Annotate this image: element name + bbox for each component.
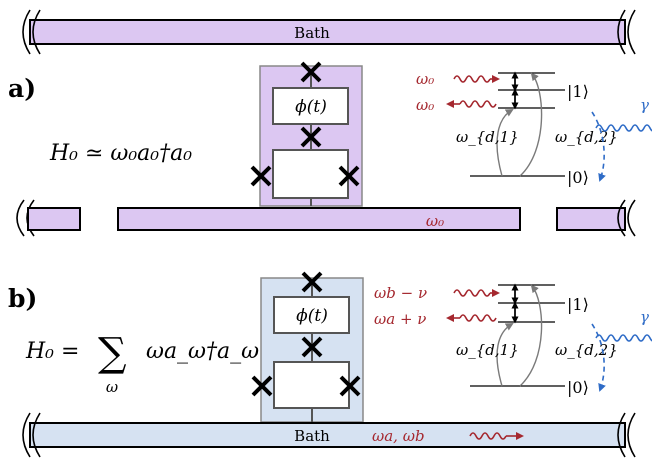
top-bath-waveguide: Bath — [22, 9, 636, 55]
level-excited-label: |1⟩ — [567, 295, 589, 314]
break-mark-right — [617, 9, 636, 55]
qubit-loop-b — [273, 361, 350, 409]
sum-symbol: ∑ — [98, 330, 127, 376]
squid-loop-b — [273, 296, 350, 334]
top-bath-label: Bath — [294, 24, 330, 42]
break-mark-right — [617, 199, 636, 237]
drive-arrow — [519, 284, 543, 387]
qubit-loop-a — [272, 149, 349, 199]
panel-b-hamiltonian: H₀ = ∑ ω ωa_ω†a_ω — [25, 330, 259, 396]
drive-arrow — [496, 323, 514, 387]
decay-label: γ — [640, 96, 649, 114]
hamiltonian-rhs: ωa_ω†a_ω — [146, 339, 259, 364]
panel-b-bath-waveguide: Bath ωa, ωb — [22, 412, 636, 458]
drive-arrow — [519, 72, 543, 177]
panel-b-coupler: ϕ(t) — [251, 271, 364, 423]
level-ground-label: |0⟩ — [567, 378, 589, 397]
photon-wavy-arrow — [453, 289, 491, 297]
panel-a-label: a) — [8, 74, 36, 103]
emit-bottom-label: ωa + ν — [374, 310, 426, 328]
coupler-flux-label-a: ϕ(t) — [295, 97, 327, 117]
panel-a-waveguide: ω₀ — [16, 199, 636, 237]
bath-label: Bath — [294, 427, 330, 445]
break-mark-right — [617, 412, 636, 458]
panel-a-level-diagram: |1⟩ |0⟩ ω_{d,1} ω_{d,2} — [456, 71, 618, 187]
panel-a-decay: γ — [591, 96, 652, 182]
emit-top-label: ω₀ — [416, 70, 434, 88]
break-mark-left — [22, 9, 41, 55]
break-mark-left — [22, 412, 41, 458]
photon-wavy-arrow — [459, 100, 497, 108]
squid-loop-a — [272, 87, 349, 125]
panel-a-coupler: ϕ(t) — [250, 61, 363, 207]
bath-modes-label: ωa, ωb — [372, 427, 425, 445]
panel-b-emission: ωb − ν ωa + ν — [374, 284, 500, 328]
drive-2-label: ω_{d,2} — [555, 128, 618, 146]
emit-top-label: ωb − ν — [374, 284, 427, 302]
drive-arrow — [496, 109, 514, 177]
level-excited-label: |1⟩ — [567, 82, 589, 101]
sum-index: ω — [106, 378, 118, 396]
hamiltonian-lhs: H₀ = — [25, 339, 79, 364]
emit-bottom-label: ω₀ — [416, 96, 434, 114]
drive-1-label: ω_{d,1} — [456, 128, 519, 146]
panel-b-decay: γ — [591, 308, 652, 392]
coupler-flux-label-b: ϕ(t) — [296, 306, 328, 326]
junction-cross-icon — [250, 61, 360, 187]
photon-wavy-arrow — [453, 75, 491, 83]
panel-a-emission: ω₀ ω₀ — [416, 70, 500, 114]
waveguide-frequency-label: ω₀ — [426, 212, 444, 230]
junction-cross-icon — [251, 271, 361, 397]
panel-a-hamiltonian: H₀ ≃ ω₀a₀†a₀ — [49, 141, 192, 166]
panel-b-level-diagram: |1⟩ |0⟩ ω_{d,1} ω_{d,2} — [456, 283, 618, 397]
level-ground-label: |0⟩ — [567, 168, 589, 187]
decay-label: γ — [640, 308, 649, 326]
drive-1-label: ω_{d,1} — [456, 341, 519, 359]
panel-b-label: b) — [8, 284, 37, 313]
photon-wavy-arrow — [459, 314, 497, 322]
drive-2-label: ω_{d,2} — [555, 341, 618, 359]
